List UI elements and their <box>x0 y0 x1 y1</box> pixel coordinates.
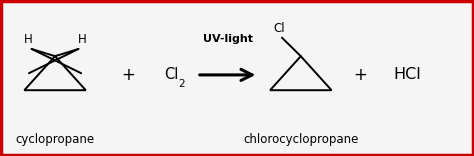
Text: H: H <box>78 33 87 46</box>
Text: chlorocyclopropane: chlorocyclopropane <box>243 133 358 146</box>
Text: Cl: Cl <box>164 67 178 82</box>
Text: +: + <box>121 66 135 84</box>
Text: cyclopropane: cyclopropane <box>16 133 95 146</box>
Text: UV-light: UV-light <box>202 34 253 44</box>
Text: +: + <box>353 66 367 84</box>
Text: H: H <box>24 33 32 46</box>
Text: Cl: Cl <box>273 22 285 35</box>
Text: HCl: HCl <box>393 67 421 82</box>
Text: 2: 2 <box>178 79 185 89</box>
